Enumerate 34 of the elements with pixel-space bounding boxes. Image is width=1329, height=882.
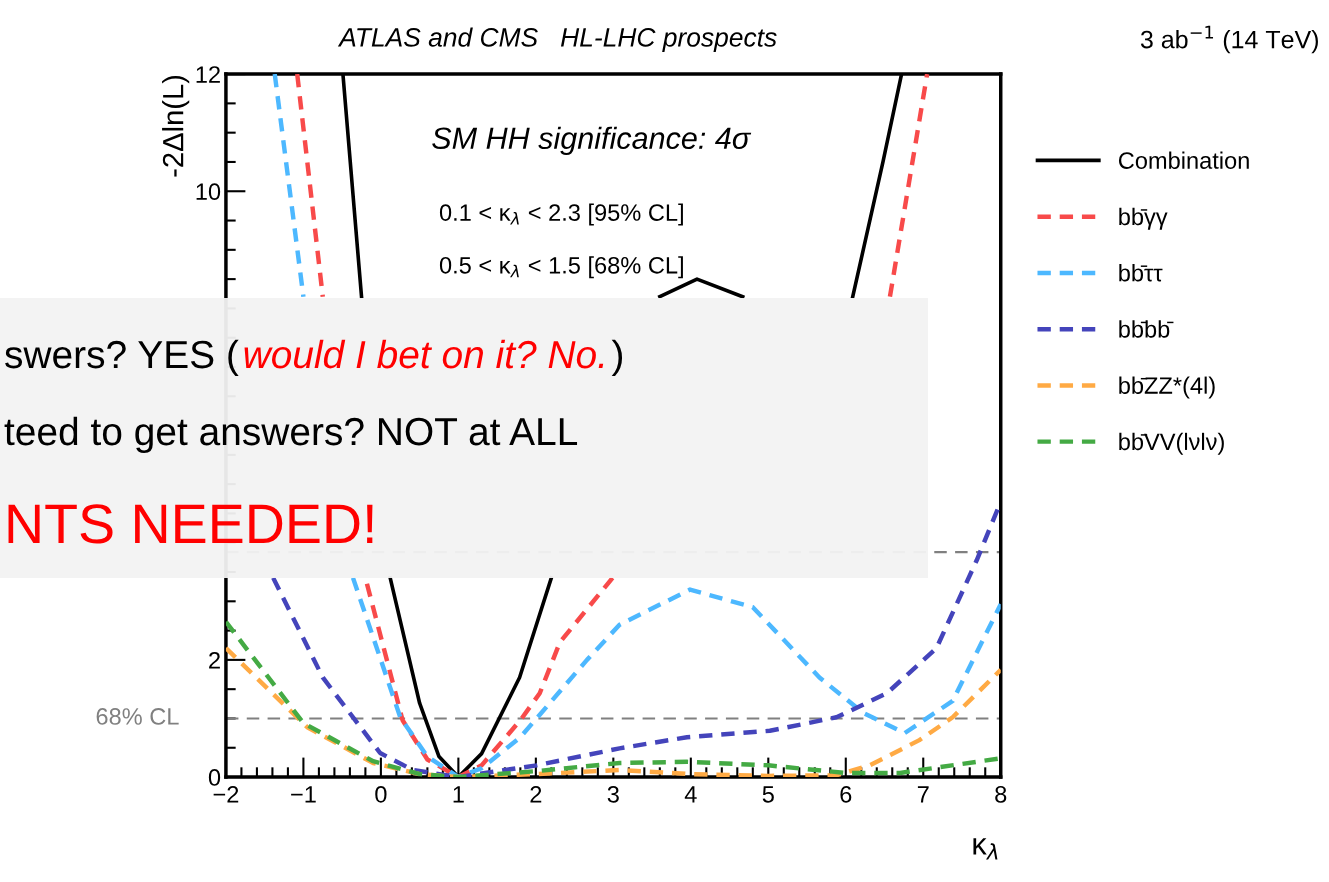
annotation: would I bet on it? No. — [244, 339, 604, 369]
legend-label: bb̄ττ — [1119, 264, 1163, 282]
text: 3 ab$^{−1}$ (14 TeV) — [1140, 25, 1318, 54]
y-tick-label: 2 — [209, 651, 220, 669]
annotation: 0.1 < κ$_{λ}$ < 2.3 [95% CL] — [439, 203, 683, 226]
annotation: SM HH significance: 4σ — [432, 126, 752, 156]
x-tick-label: 8 — [995, 786, 1007, 803]
x-tick-label: 4 — [684, 786, 697, 803]
legend-label: bb̄VV(lνlν) — [1119, 432, 1224, 455]
x-tick-label: 1 — [453, 786, 464, 803]
x-tick-label: 5 — [762, 786, 774, 803]
ref-line-label: 68% CL — [96, 708, 179, 725]
y-tick-label: 0 — [208, 769, 221, 786]
x-axis-title: κ$_{λ}$ — [973, 838, 998, 860]
x-tick-label: 2 — [530, 786, 542, 803]
y-tick-label: 10 — [196, 183, 221, 201]
legend-label: bb̄ZZ*(4l) — [1119, 376, 1215, 399]
legend-label: Combination — [1118, 151, 1249, 169]
x-tick-label: 0 — [375, 786, 387, 803]
x-tick-label: −2 — [213, 786, 239, 803]
chart-title: ATLAS and CMS HL-LHC prospects — [337, 27, 777, 52]
x-tick-label: 3 — [607, 786, 619, 803]
annotation: teed to get answers? NOT at ALL — [4, 416, 578, 454]
annotation: ) — [611, 339, 623, 377]
y-axis-title: -2Δln(L) — [162, 75, 190, 177]
x-tick-label: 7 — [917, 786, 929, 803]
annotation: NTS NEEDED! — [8, 504, 373, 544]
x-tick-label: −1 — [291, 786, 316, 803]
legend-label: bb̄γγ — [1119, 207, 1168, 230]
x-tick-label: 6 — [840, 786, 852, 803]
annotation: 0.5 < κ$_{λ}$ < 1.5 [68% CL] — [439, 256, 683, 279]
legend-label: bb̄bb̄ — [1119, 320, 1174, 338]
annotation: swers? YES ( — [5, 339, 239, 377]
y-tick-label: 12 — [196, 66, 220, 83]
